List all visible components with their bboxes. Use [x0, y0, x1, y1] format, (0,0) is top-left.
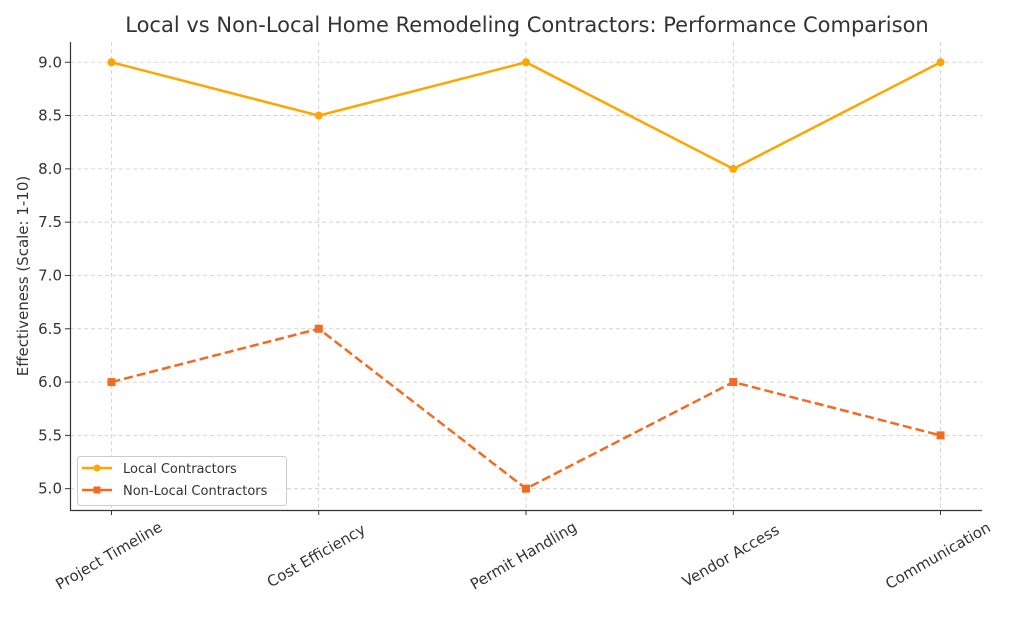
y-tick-label: 6.0: [38, 373, 62, 391]
ticks: 5.0 5.5 6.0 6.5 7.0 7.5 8.0 8.5 9.0 Project Timel…: [38, 53, 994, 593]
data-point: [314, 111, 323, 120]
legend-marker-local: [93, 464, 101, 472]
data-point: [936, 58, 945, 67]
y-tick-label: 7.0: [38, 266, 62, 284]
data-point: [314, 324, 323, 333]
y-axis-label: Effectiveness (Scale: 1-10): [14, 176, 32, 377]
y-tick-label: 8.5: [38, 107, 62, 125]
data-point: [729, 378, 738, 387]
legend: Local Contractors Non-Local Contractors: [77, 456, 287, 506]
y-tick-label: 5.0: [38, 480, 62, 498]
x-tick-label: Cost Efficiency: [264, 520, 369, 591]
legend-label-local: Local Contractors: [123, 462, 237, 477]
x-tick-label: Permit Handling: [467, 518, 580, 594]
chart-title: Local vs Non-Local Home Remodeling Contr…: [125, 13, 929, 37]
data-point: [107, 58, 116, 67]
y-tick-label: 5.5: [38, 426, 62, 444]
y-tick-label: 6.5: [38, 320, 62, 338]
legend-marker-nonlocal: [93, 486, 101, 494]
data-point: [107, 378, 116, 387]
data-point: [522, 484, 530, 493]
x-tick-label: Communication: [882, 518, 993, 593]
data-point: [936, 431, 945, 440]
data-point: [729, 164, 738, 173]
series: [107, 58, 945, 493]
x-tick-label: Vendor Access: [679, 521, 782, 591]
y-tick-label: 8.0: [38, 160, 62, 178]
y-tick-label: 9.0: [38, 53, 62, 71]
x-tick-label: Project Timeline: [53, 518, 166, 594]
y-tick-label: 7.5: [38, 213, 62, 231]
data-point: [522, 58, 530, 67]
legend-label-nonlocal: Non-Local Contractors: [123, 484, 268, 499]
